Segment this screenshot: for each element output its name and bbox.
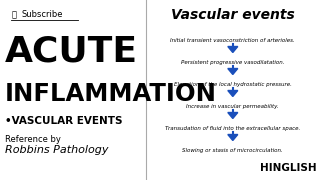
Text: Initial transient vasoconstriction of arterioles.: Initial transient vasoconstriction of ar… (171, 38, 295, 43)
Text: HINGLISH: HINGLISH (260, 163, 317, 173)
Text: Slowing or stasis of microcirculation.: Slowing or stasis of microcirculation. (182, 148, 283, 153)
Polygon shape (228, 69, 238, 75)
Polygon shape (228, 134, 238, 141)
Text: INFLAMMATION: INFLAMMATION (5, 82, 217, 106)
Text: Increase in vascular permeability.: Increase in vascular permeability. (187, 104, 279, 109)
Text: Persistent progressive vasodilatation.: Persistent progressive vasodilatation. (181, 60, 284, 65)
Text: ACUTE: ACUTE (5, 35, 138, 69)
Text: Vascular events: Vascular events (171, 8, 295, 22)
Text: Subscribe: Subscribe (22, 10, 63, 19)
Polygon shape (228, 46, 238, 53)
Text: •VASCULAR EVENTS: •VASCULAR EVENTS (5, 116, 123, 126)
Text: Robbins Pathology: Robbins Pathology (5, 145, 108, 155)
Text: 🔔: 🔔 (12, 10, 17, 19)
Text: Reference by: Reference by (5, 135, 61, 144)
Polygon shape (228, 91, 238, 96)
Text: Elevation of the local hydrostatic pressure.: Elevation of the local hydrostatic press… (174, 82, 292, 87)
Polygon shape (228, 112, 238, 118)
Text: Transudation of fluid into the extracellular space.: Transudation of fluid into the extracell… (165, 126, 300, 131)
